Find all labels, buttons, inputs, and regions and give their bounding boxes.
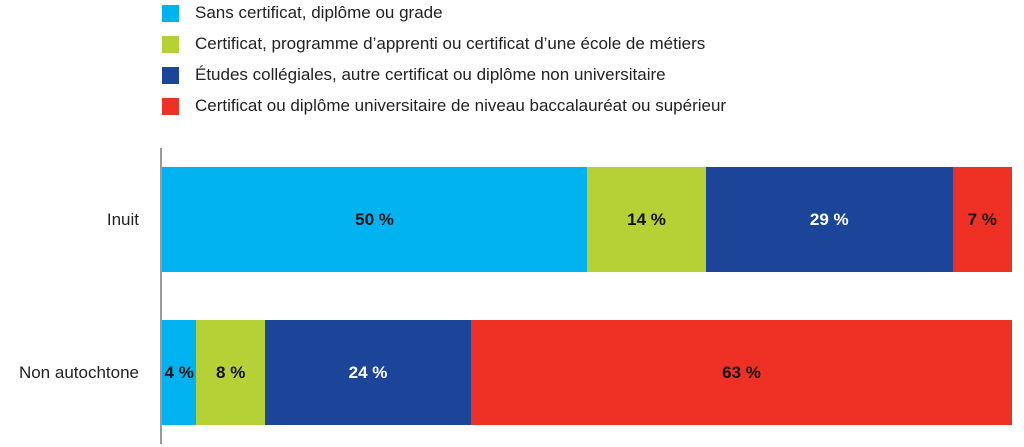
- bar-segment: 50 %: [162, 167, 587, 272]
- data-label: 63 %: [722, 362, 761, 382]
- data-label: 29 %: [809, 209, 849, 229]
- data-label: 8 %: [216, 362, 246, 382]
- bar-segment: 8 %: [196, 320, 265, 425]
- legend-item: Études collégiales, autre certificat ou …: [162, 65, 666, 85]
- bar-segment: 29 %: [706, 167, 953, 272]
- legend-label: Sans certificat, diplôme ou grade: [195, 3, 443, 22]
- data-label: 14 %: [627, 209, 666, 229]
- bar-segment: 24 %: [265, 320, 472, 425]
- legend-swatch: [162, 4, 179, 22]
- bar-segment: 7 %: [952, 167, 1012, 272]
- legend-item: Certificat, programme d’apprenti ou cert…: [162, 34, 705, 54]
- bar-segment: 63 %: [471, 320, 1012, 425]
- data-label: 4 %: [164, 362, 194, 382]
- legend-swatch: [162, 97, 179, 115]
- data-label: 7 %: [967, 209, 997, 229]
- bar-segment: 4 %: [162, 320, 197, 425]
- category-label: Inuit: [106, 209, 139, 229]
- bar-segment: 14 %: [587, 167, 706, 272]
- legend-item: Certificat ou diplôme universitaire de n…: [162, 96, 726, 116]
- y-axis-line: [160, 148, 162, 444]
- legend-label: Certificat ou diplôme universitaire de n…: [195, 96, 727, 115]
- legend-label: Études collégiales, autre certificat ou …: [195, 65, 666, 84]
- data-label: 50 %: [355, 209, 394, 229]
- legend-swatch: [162, 66, 179, 84]
- legend-item: Sans certificat, diplôme ou grade: [162, 3, 443, 23]
- data-label: 24 %: [348, 362, 388, 382]
- category-label: Non autochtone: [18, 362, 139, 382]
- legend-label: Certificat, programme d’apprenti ou cert…: [195, 34, 706, 53]
- legend-swatch: [162, 35, 179, 53]
